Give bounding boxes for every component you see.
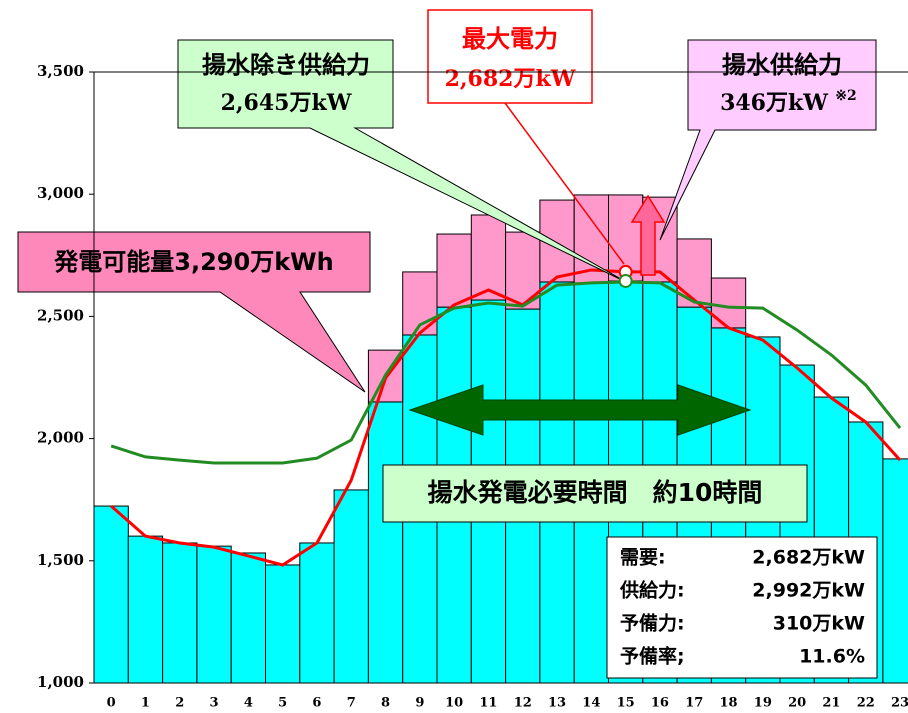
annotation: 最大電力 [462,25,558,53]
summary-value: 310万kW [773,613,865,635]
double-arrow [408,384,752,436]
y-tick-label: 2,000 [37,429,84,447]
x-tick-label: 16 [651,696,669,711]
bar [93,505,129,684]
x-tick-label: 12 [514,696,532,711]
callout [17,231,371,393]
x-tick-label: 15 [617,696,635,711]
x-tick-label: 17 [685,696,703,711]
line [110,268,902,567]
bar [230,552,266,684]
annotation: 2,682万kW [445,66,576,92]
x-tick-label: 22 [857,696,875,711]
pointer [504,102,625,265]
summary-value: 11.6% [799,646,865,668]
summary-box [606,536,878,679]
annotation: 346万kW [720,90,828,116]
annotation: ※2 [835,88,856,104]
line [110,280,902,465]
x-tick-label: 18 [720,696,738,711]
y-tick-label: 1,500 [37,551,84,569]
supply-marker [618,273,633,288]
x-tick-label: 21 [822,696,840,711]
x-tick-label: 1 [141,696,150,711]
x-tick-label: 19 [754,696,772,711]
callout [382,464,808,523]
summary-value: 2,682万kW [752,547,865,569]
annotation: 揚水発電必要時間 約10時間 [428,478,763,507]
x-tick-label: 13 [548,696,566,711]
x-tick-label: 6 [312,696,321,711]
callout [427,9,593,104]
summary-label: 供給力: [619,579,685,602]
bar [710,277,747,329]
bar [162,542,198,684]
bar [333,489,369,684]
callout [177,39,629,284]
bar [436,233,472,308]
y-tick-label: 1,000 [37,673,84,691]
x-tick-label: 5 [278,696,287,711]
x-tick-label: 9 [415,696,424,711]
summary-label: 予備率; [620,645,685,668]
x-tick-label: 2 [175,696,184,711]
y-tick-label: 3,000 [37,184,84,202]
summary-value: 2,992万kW [752,580,865,602]
bar [196,545,232,684]
arrow [630,194,666,276]
x-tick-label: 20 [788,696,806,711]
bar [265,564,301,684]
bar [882,458,908,684]
x-tick-label: 0 [107,696,116,711]
x-tick-label: 8 [381,696,390,711]
annotation: 発電可能量3,290万kWh [53,248,333,276]
x-tick-label: 14 [582,696,600,711]
x-tick-label: 11 [479,696,497,711]
x-tick-label: 3 [210,696,219,711]
x-tick-label: 10 [445,696,463,711]
summary-label: 予備力: [620,612,685,635]
y-tick-label: 2,500 [37,306,84,324]
bar [299,542,335,684]
summary-label: 需要: [620,547,666,569]
annotation: 2,645万kW [221,90,352,116]
x-tick-label: 23 [891,696,908,711]
callout [659,39,877,241]
annotation: 揚水除き供給力 [202,51,370,79]
bar [367,401,404,684]
bar [470,214,507,301]
x-tick-label: 7 [347,696,356,711]
x-tick-label: 4 [244,696,253,711]
annotation: 揚水供給力 [722,51,842,79]
y-tick-label: 3,500 [37,62,84,80]
bar [127,535,164,684]
